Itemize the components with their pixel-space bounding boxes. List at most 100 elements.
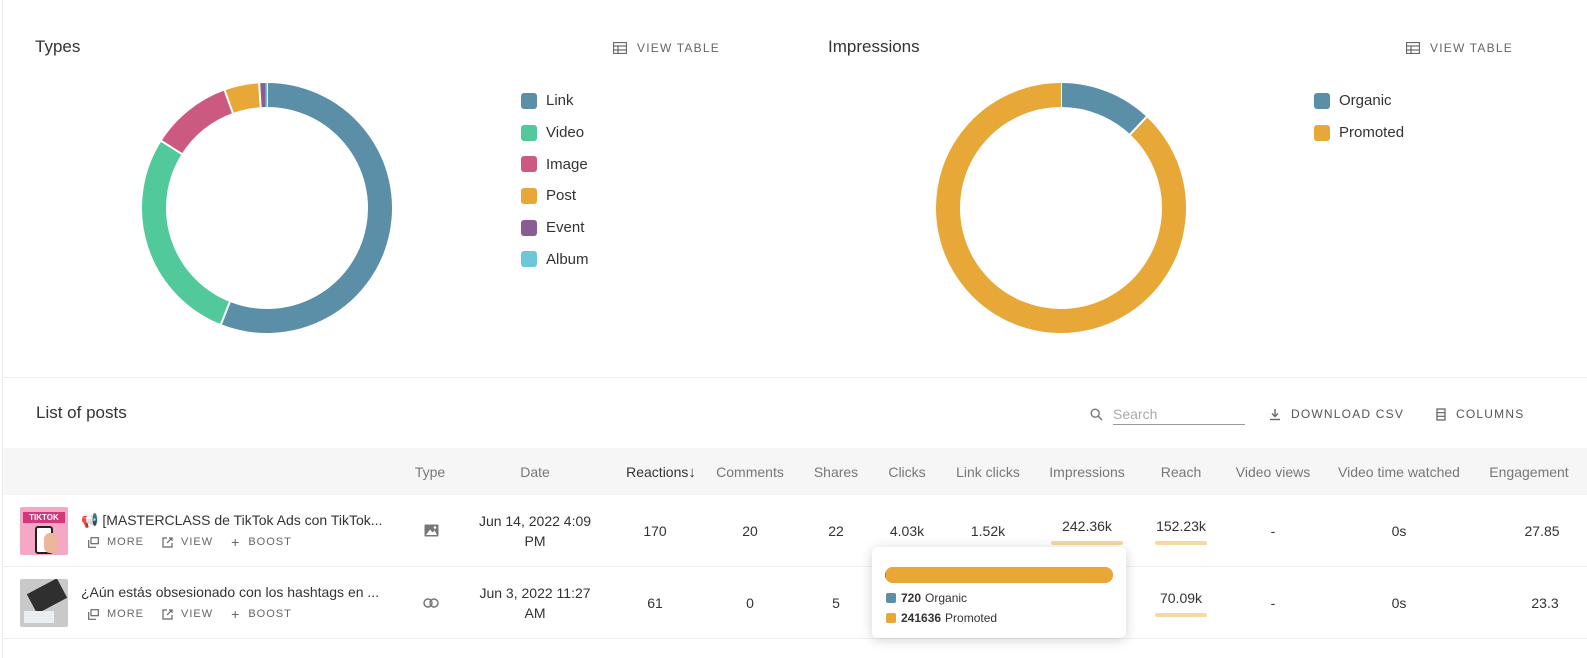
header-video-time-watched[interactable]: Video time watched [1338,464,1460,480]
post-clicks: 4.03k [889,523,925,539]
legend-label: Link [546,92,574,110]
legend-label: Album [546,250,589,268]
header-reactions-label: Reactions [626,464,689,480]
legend-swatch [521,251,537,268]
types-legend: Link Video Image Post Event Album [521,85,589,275]
header-reach[interactable]: Reach [1160,464,1202,480]
boost-button[interactable]: + BOOST [231,607,292,621]
legend-item-event[interactable]: Event [521,212,589,244]
view-table-label: VIEW TABLE [637,41,720,55]
list-of-posts-title: List of posts [36,403,127,422]
post-thumbnail[interactable]: TIKTOK [20,507,68,555]
impressions-donut-chart [936,82,1186,333]
search-icon [1090,408,1103,421]
download-csv-button[interactable]: DOWNLOAD CSV [1269,407,1404,421]
donut-slice-separator [160,139,184,156]
legend-item-post[interactable]: Post [521,180,589,212]
tooltip-organic-value: 720 [901,591,922,605]
header-clicks[interactable]: Clicks [888,464,926,480]
boost-label: BOOST [248,608,292,620]
boost-button[interactable]: + BOOST [231,533,292,550]
external-link-icon [162,608,173,620]
legend-label: Image [546,155,588,173]
impressions-legend: Organic Promoted [1314,85,1404,148]
legend-swatch [521,219,537,236]
tooltip-promoted-value: 241636 [901,611,942,625]
header-link-clicks[interactable]: Link clicks [956,464,1020,480]
donut-slice-organic[interactable] [1060,83,1147,135]
legend-label: Organic [1339,92,1392,110]
header-impressions[interactable]: Impressions [1049,464,1125,480]
post-reach[interactable]: 70.09k [1159,590,1203,606]
header-engagement[interactable]: Engagement [1489,464,1569,480]
donut-slice-link[interactable] [221,83,392,333]
donut-slice-separator [258,82,262,109]
types-view-table-button[interactable]: VIEW TABLE [613,41,720,55]
more-button[interactable]: MORE [88,536,144,548]
reach-bar [1155,541,1207,545]
thumbnail-hand-image [44,533,58,553]
columns-button[interactable]: COLUMNS [1436,407,1524,421]
download-icon [1270,408,1280,420]
impressions-bar [1051,541,1123,545]
post-engagement: 27.85 [1524,523,1560,539]
legend-swatch [521,187,537,204]
header-comments[interactable]: Comments [716,464,784,480]
table-row: TIKTOK 📢 [MASTERCLASS de TikTok Ads con … [3,495,1587,567]
legend-item-organic[interactable]: Organic [1314,85,1404,117]
donut-slice-separator [219,300,232,326]
post-video-time: 0s [1391,595,1407,611]
download-csv-label: DOWNLOAD CSV [1291,407,1405,421]
legend-swatch [1314,124,1330,141]
post-title[interactable]: ¿Aún estás obsesionado con los hashtags … [81,584,380,600]
legend-item-image[interactable]: Image [521,148,589,180]
legend-item-link[interactable]: Link [521,85,589,117]
post-reactions: 170 [643,523,667,539]
header-date[interactable]: Date [520,464,550,480]
donut-slice-image[interactable] [161,90,234,155]
view-button[interactable]: VIEW [162,536,213,548]
view-button[interactable]: VIEW [162,608,213,620]
more-icon [88,536,99,548]
header-shares[interactable]: Shares [813,464,859,480]
legend-swatch [1314,92,1330,109]
post-date: Jun 14, 2022 4:09 PM [478,513,592,549]
tooltip-organic-label: Organic [925,591,968,605]
search-input[interactable] [1113,404,1245,425]
legend-label: Event [546,219,585,237]
legend-swatch [521,156,537,173]
donut-slice-post[interactable] [224,83,262,114]
post-impressions[interactable]: 242.36k [1062,518,1112,534]
legend-item-video[interactable]: Video [521,117,589,149]
donut-slice-video[interactable] [142,141,231,325]
header-video-views[interactable]: Video views [1235,464,1311,480]
donut-slice-separator [1128,115,1148,136]
more-button[interactable]: MORE [88,608,144,620]
thumbnail-caption-area [24,611,54,623]
post-reach[interactable]: 152.23k [1156,518,1206,534]
impressions-view-table-button[interactable]: VIEW TABLE [1406,41,1513,55]
post-thumbnail[interactable] [20,579,68,627]
header-reactions[interactable]: Reactions↓ [626,464,696,481]
promoted-swatch [886,613,896,623]
table-header: Type Date Reactions↓ Comments Shares Cli… [3,448,1587,495]
post-comments: 20 [742,523,758,539]
donut-slice-separator [223,89,235,115]
legend-item-album[interactable]: Album [521,243,589,275]
legend-label: Post [546,187,577,205]
post-shares: 22 [828,523,844,539]
header-type[interactable]: Type [414,464,446,480]
donut-slice-promoted[interactable] [936,83,1186,333]
post-comments: 0 [746,595,754,611]
post-title[interactable]: 📢 [MASTERCLASS de TikTok Ads con TikTok.… [81,512,383,528]
section-divider [3,377,1587,378]
boost-label: BOOST [248,536,292,548]
view-label: VIEW [181,536,214,548]
plus-icon: + [231,533,241,550]
impressions-tooltip: 720 Organic 241636 Promoted [872,547,1126,638]
more-label: MORE [107,608,144,620]
legend-item-promoted[interactable]: Promoted [1314,117,1404,149]
view-label: VIEW [181,608,214,620]
post-video-views: - [1270,595,1276,611]
